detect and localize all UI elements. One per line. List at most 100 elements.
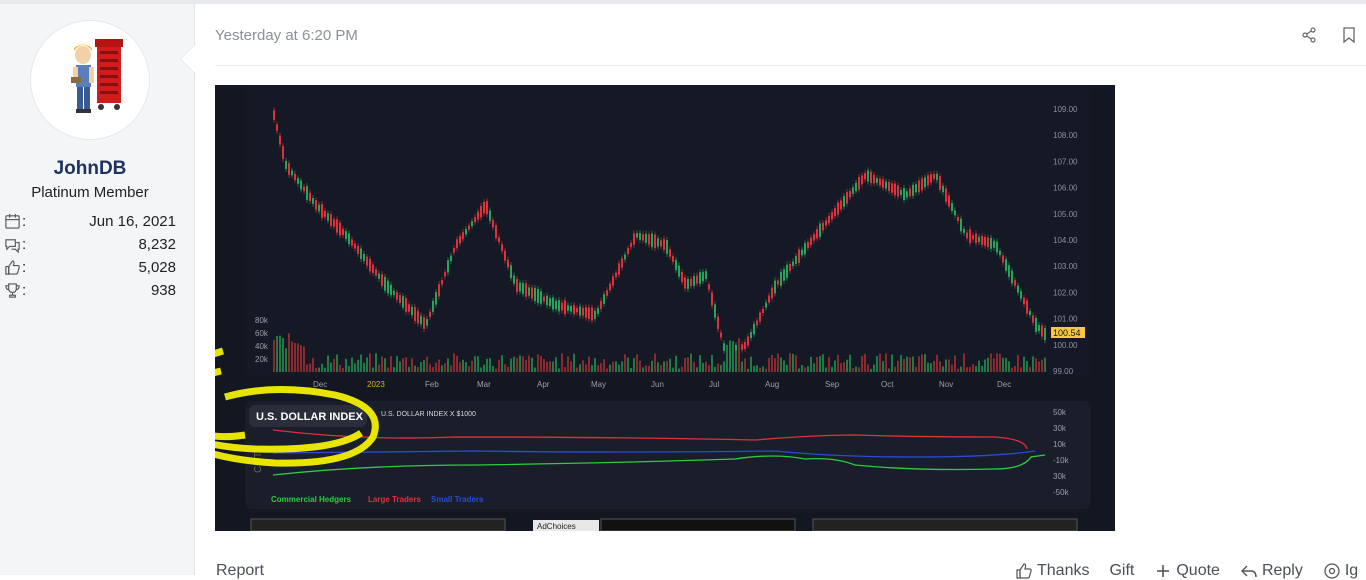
stat-messages-value: 8,232 — [138, 236, 176, 253]
ignore-label: Ig — [1344, 562, 1359, 579]
stat-separator: : — [22, 213, 27, 230]
current-price-label: 100.54 — [1053, 328, 1081, 338]
commercial-hedgers-line — [272, 454, 1046, 476]
volume-bars — [273, 333, 1046, 372]
month-tick: Aug — [765, 380, 779, 389]
volume-tick: 60k — [255, 329, 269, 338]
dollar-index-chart-image[interactable]: 109.00 108.00 107.00 106.00 105.00 104.00 103.… — [215, 85, 1115, 531]
stat-likes-value: 5,028 — [138, 259, 176, 276]
post-actions: Thanks Gift Quote Reply Ig — [1015, 562, 1358, 580]
month-tick: Jun — [651, 380, 664, 389]
calendar-icon — [5, 213, 20, 229]
month-axis: Dec 2023 Feb Mar Apr May Jun Jul Aug Sep Oct Nov Dec — [313, 380, 1011, 389]
stat-separator: : — [22, 259, 27, 276]
stat-trophies: : 938 — [4, 279, 176, 302]
quote-button[interactable]: Quote — [1154, 562, 1220, 580]
username[interactable]: JohnDB — [53, 158, 127, 179]
thumbs-up-icon — [1016, 563, 1032, 579]
month-tick: Feb — [425, 380, 439, 389]
legend-commercial: Commercial Hedgers — [271, 495, 352, 504]
cot-tick: -10k — [1053, 456, 1070, 465]
month-tick: Sep — [825, 380, 840, 389]
cot-tick: 10k — [1053, 440, 1067, 449]
small-traders-line — [272, 450, 1036, 458]
price-tick: 108.00 — [1053, 131, 1078, 140]
price-tick: 102.00 — [1053, 288, 1078, 297]
reply-icon — [1240, 565, 1257, 578]
plus-icon — [1157, 565, 1170, 577]
bookmark-icon[interactable] — [1338, 24, 1360, 46]
quote-label: Quote — [1176, 562, 1220, 579]
legend-small: Small Traders — [431, 495, 484, 504]
yellow-highlight-scribble — [215, 347, 379, 467]
price-axis: 109.00 108.00 107.00 106.00 105.00 104.00 103.… — [1053, 105, 1078, 376]
month-tick: Dec — [313, 380, 327, 389]
stat-messages: : 8,232 — [4, 233, 176, 256]
thanks-label: Thanks — [1037, 562, 1090, 579]
stat-trophies-value: 938 — [150, 282, 176, 299]
gift-button[interactable]: Gift — [1109, 562, 1134, 580]
avatar[interactable] — [30, 20, 150, 140]
month-tick: Mar — [477, 380, 491, 389]
month-tick: Apr — [537, 380, 550, 389]
stat-separator: : — [22, 282, 27, 299]
ignore-button[interactable]: Ig — [1323, 562, 1358, 580]
price-tick: 106.00 — [1053, 184, 1078, 193]
thanks-button[interactable]: Thanks — [1015, 562, 1089, 580]
price-tick: 104.00 — [1053, 236, 1078, 245]
stat-separator: : — [22, 236, 27, 253]
legend-large: Large Traders — [368, 495, 421, 504]
cot-tick: 30k — [1053, 424, 1067, 433]
cot-title-box — [249, 405, 367, 427]
stat-joined: : Jun 16, 2021 — [4, 210, 176, 233]
cot-tick: 50k — [1053, 408, 1067, 417]
price-tick: 105.00 — [1053, 210, 1078, 219]
volume-axis: 80k 60k 40k 20k — [255, 316, 269, 364]
top-bar — [0, 0, 1366, 4]
adchoices-badge — [533, 520, 599, 531]
cot-tick: 30k — [1053, 472, 1067, 481]
cot-title: U.S. DOLLAR INDEX — [256, 411, 364, 423]
volume-tick: 40k — [255, 342, 269, 351]
post-header-divider — [215, 65, 1366, 66]
chart-svg: 109.00 108.00 107.00 106.00 105.00 104.00 103.… — [215, 85, 1115, 531]
price-tick: 101.00 — [1053, 315, 1078, 324]
post-content: Yesterday at 6:20 PM 109.00 108.00 107.00 1… — [196, 4, 1366, 579]
report-link[interactable]: Report — [216, 562, 265, 579]
price-tick: 99.00 — [1053, 367, 1074, 376]
cot-axis: 50k 30k 10k -10k 30k -50k — [1053, 408, 1070, 497]
month-tick: Dec — [997, 380, 1011, 389]
cot-tick: -50k — [1053, 488, 1070, 497]
price-candles — [273, 107, 1046, 362]
month-tick: Nov — [939, 380, 953, 389]
like-icon — [5, 260, 20, 275]
adchoices-label: AdChoices — [537, 522, 576, 531]
messages-icon — [5, 239, 20, 253]
month-tick: Oct — [881, 380, 894, 389]
reply-label: Reply — [1261, 562, 1303, 579]
price-tick: 107.00 — [1053, 157, 1078, 166]
user-title: Platinum Member — [31, 184, 149, 201]
post-header-icons — [1298, 24, 1360, 46]
gift-label: Gift — [1109, 562, 1135, 579]
price-tick: 109.00 — [1053, 105, 1078, 114]
month-tick: 2023 — [367, 380, 385, 389]
price-tick: 103.00 — [1053, 262, 1078, 271]
price-tick: 100.00 — [1053, 341, 1078, 350]
stat-likes: : 5,028 — [4, 256, 176, 279]
share-icon[interactable] — [1298, 24, 1320, 46]
user-sidebar: JohnDB Platinum Member : Jun 16, 2021 : … — [0, 4, 195, 575]
stat-joined-value: Jun 16, 2021 — [89, 213, 176, 230]
at-icon — [1324, 563, 1340, 579]
trophy-icon — [5, 283, 20, 298]
volume-tick: 20k — [255, 355, 269, 364]
month-tick: Jul — [709, 380, 719, 389]
volume-tick: 80k — [255, 316, 269, 325]
cot-subtitle: U.S. DOLLAR INDEX X $1000 — [381, 411, 476, 418]
avatar-mechanic-image — [71, 39, 123, 113]
current-price-tag — [1051, 327, 1085, 338]
large-traders-line — [272, 429, 1028, 450]
reply-button[interactable]: Reply — [1240, 562, 1303, 580]
user-stats: : Jun 16, 2021 : 8,232 : 5,028 : 938 — [4, 210, 176, 302]
post-timestamp[interactable]: Yesterday at 6:20 PM — [215, 27, 358, 44]
